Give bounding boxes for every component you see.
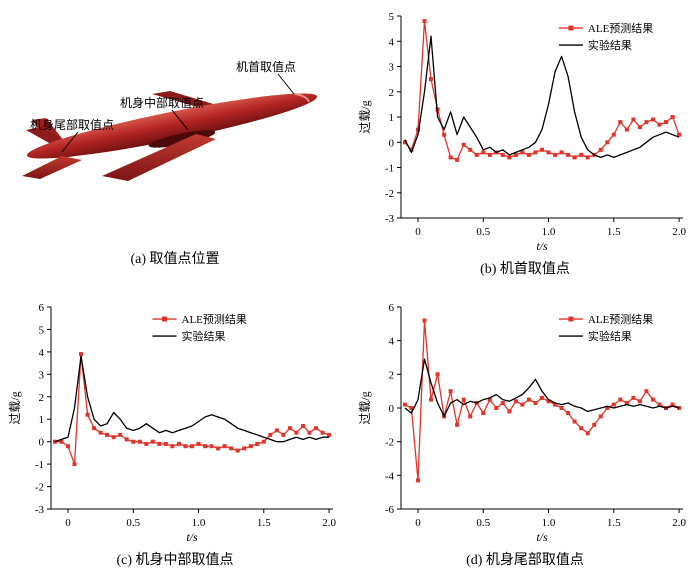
caption-a: (a) 取值点位置	[130, 252, 220, 267]
panel-a: 机首取值点 机身中部取值点 机身尾部取值点 (a) 取值点位置	[0, 0, 350, 291]
svg-text:5: 5	[39, 324, 45, 336]
svg-text:实验结果: 实验结果	[588, 329, 632, 343]
svg-text:0: 0	[389, 403, 395, 415]
svg-text:1.5: 1.5	[607, 517, 621, 529]
svg-text:5: 5	[389, 11, 395, 23]
svg-text:6: 6	[389, 302, 395, 314]
panel-c: -3 -2 -1 0 1 2 3 4 5 6 0 0.5 1.0 1.5 2.0 t/s 过载/g ALE预测结果…	[0, 291, 350, 582]
svg-text:0: 0	[415, 517, 421, 529]
svg-text:0: 0	[389, 137, 395, 149]
svg-text:0: 0	[415, 226, 421, 238]
caption-d: (d) 机身尾部取值点	[466, 553, 584, 568]
svg-text:-3: -3	[35, 504, 45, 516]
label-mid-point: 机身中部取值点	[120, 96, 205, 110]
svg-text:-2: -2	[385, 437, 394, 449]
svg-text:实验结果: 实验结果	[588, 38, 632, 52]
aircraft-near-wing	[102, 134, 216, 181]
svg-text:0.5: 0.5	[476, 517, 490, 529]
svg-text:过载/g: 过载/g	[358, 391, 372, 424]
svg-text:-6: -6	[385, 504, 395, 516]
svg-text:2: 2	[389, 369, 395, 381]
aircraft-near-stabilizer	[22, 156, 82, 179]
svg-text:1.0: 1.0	[192, 517, 206, 529]
svg-text:2.0: 2.0	[672, 517, 686, 529]
svg-text:-1: -1	[35, 459, 44, 471]
svg-text:t/s: t/s	[186, 530, 198, 544]
svg-text:2.0: 2.0	[322, 517, 336, 529]
svg-text:4: 4	[389, 336, 395, 348]
aircraft-nose-highlight	[294, 93, 310, 103]
panel-d: -6 -4 -2 0 2 4 6 0 0.5 1.0 1.5 2.0 t/s 过载/g ALE预测结果 实验结…	[350, 291, 700, 582]
chart-mid-point: -3 -2 -1 0 1 2 3 4 5 6 0 0.5 1.0 1.5 2.0 t/s 过载/g ALE预测结果…	[5, 297, 345, 547]
svg-text:6: 6	[39, 302, 45, 314]
aircraft-fuselage	[26, 93, 318, 159]
svg-text:ALE预测结果: ALE预测结果	[588, 313, 653, 326]
svg-text:1: 1	[39, 414, 45, 426]
svg-text:0.5: 0.5	[126, 517, 140, 529]
svg-text:过载/g: 过载/g	[358, 100, 372, 133]
svg-text:4: 4	[39, 347, 45, 359]
svg-text:-2: -2	[35, 482, 44, 494]
svg-text:-2: -2	[385, 188, 394, 200]
svg-text:过载/g: 过载/g	[8, 391, 22, 424]
svg-text:2: 2	[39, 392, 45, 404]
panel-b: -3 -2 -1 0 1 2 3 4 5 0 0.5 1.0 1.5 2.0 t/s 过载/g ALE预测结果实…	[350, 0, 700, 291]
leader-line-mid	[171, 109, 189, 131]
svg-text:ALE预测结果: ALE预测结果	[588, 22, 653, 35]
svg-text:0: 0	[65, 517, 71, 529]
svg-text:t/s: t/s	[536, 530, 548, 544]
svg-text:t/s: t/s	[536, 239, 548, 253]
svg-text:3: 3	[39, 369, 45, 381]
svg-text:0: 0	[39, 437, 45, 449]
caption-b: (b) 机首取值点	[480, 262, 570, 277]
aircraft-svg	[22, 73, 318, 181]
svg-text:4: 4	[389, 36, 395, 48]
label-nose-point: 机首取值点	[236, 60, 297, 74]
svg-text:2.0: 2.0	[672, 226, 686, 238]
svg-text:2: 2	[389, 87, 395, 99]
svg-text:1: 1	[389, 112, 395, 124]
svg-text:-3: -3	[385, 213, 395, 225]
svg-text:实验结果: 实验结果	[182, 329, 226, 343]
svg-text:ALE预测结果: ALE预测结果	[182, 313, 247, 326]
chart-tail-point: -6 -4 -2 0 2 4 6 0 0.5 1.0 1.5 2.0 t/s 过载/g ALE预测结果实验结…	[355, 297, 695, 547]
svg-text:0.5: 0.5	[476, 226, 490, 238]
svg-text:1.5: 1.5	[257, 517, 271, 529]
aircraft-far-wing	[152, 91, 220, 110]
svg-text:3: 3	[389, 62, 395, 74]
svg-text:-1: -1	[385, 163, 394, 175]
svg-text:1.0: 1.0	[542, 226, 556, 238]
svg-text:-4: -4	[385, 470, 395, 482]
caption-c: (c) 机身中部取值点	[116, 553, 234, 568]
svg-text:1.0: 1.0	[542, 517, 556, 529]
leader-line-nose	[277, 73, 295, 95]
label-tail-point: 机身尾部取值点	[30, 118, 115, 132]
svg-text:1.5: 1.5	[607, 226, 621, 238]
aircraft-illustration: 机首取值点 机身中部取值点 机身尾部取值点	[0, 6, 350, 246]
chart-nose-point: -3 -2 -1 0 1 2 3 4 5 0 0.5 1.0 1.5 2.0 t/s 过载/g ALE预测结果实…	[355, 6, 695, 256]
leader-line-tail	[61, 131, 79, 153]
